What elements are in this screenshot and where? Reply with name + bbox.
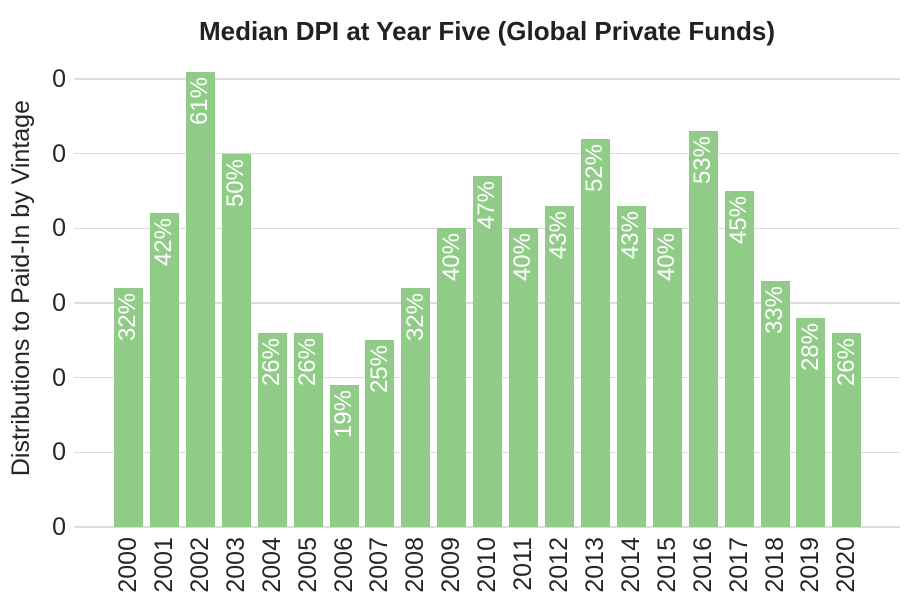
x-tick-label: 2009 <box>436 537 468 593</box>
x-tick-label: 2012 <box>544 537 576 593</box>
x-tick-label: 2017 <box>723 537 755 593</box>
bar-value-label: 32% <box>114 293 142 342</box>
x-tick-label-text: 2010 <box>473 537 502 593</box>
bar-value-label: 47% <box>473 181 501 230</box>
x-tick-label: 2002 <box>184 537 216 593</box>
bar-value-label: 28% <box>796 322 824 371</box>
gridline <box>74 526 900 528</box>
bar-2000: 32% <box>114 288 143 527</box>
x-tick-label-text: 2015 <box>652 537 681 593</box>
bar-value-label: 26% <box>832 337 860 386</box>
x-tick-label: 2001 <box>148 537 180 593</box>
x-tick-label-text: 2013 <box>580 537 609 593</box>
x-tick-label-text: 2020 <box>832 537 861 593</box>
bar-value-label: 33% <box>760 285 788 334</box>
bar-value-label: 52% <box>581 143 609 192</box>
y-tick-label: 0 <box>52 139 66 168</box>
bar-2016: 53% <box>688 131 718 527</box>
y-tick-label: 0 <box>52 214 66 243</box>
bar-value-label: 40% <box>437 233 465 282</box>
bar-value-label: 45% <box>724 195 752 245</box>
x-tick-label-text: 2001 <box>149 537 178 593</box>
x-tick-label: 2015 <box>651 537 683 593</box>
x-tick-label: 2003 <box>220 537 252 593</box>
bar-value-label: 40% <box>653 233 681 282</box>
x-tick-label-text: 2017 <box>724 537 753 593</box>
x-tick-label-text: 2002 <box>185 537 214 593</box>
bar-2017: 45% <box>724 190 754 527</box>
x-tick-label: 2008 <box>400 537 432 593</box>
x-tick-label-text: 2019 <box>796 537 825 593</box>
x-tick-label: 2010 <box>472 537 504 593</box>
bar-2014: 43% <box>616 205 646 527</box>
bar-2002: 61% <box>185 71 215 527</box>
y-tick-label: 0 <box>52 363 66 392</box>
x-tick-label-text: 2009 <box>437 537 466 593</box>
x-tick-label: 2013 <box>579 537 611 593</box>
x-tick-label: 2011 <box>508 537 540 591</box>
bar-2006: 19% <box>329 385 359 527</box>
x-tick-label: 2018 <box>759 537 791 593</box>
bar-2020: 26% <box>832 332 862 527</box>
bar-2019: 28% <box>796 317 826 527</box>
bar-value-label: 19% <box>329 390 357 439</box>
x-tick-label-text: 2014 <box>616 537 645 593</box>
chart-title: Median DPI at Year Five (Global Private … <box>198 16 775 46</box>
bar-value-label: 43% <box>617 210 645 259</box>
x-tick-label-text: 2000 <box>114 537 142 593</box>
y-tick-label: 0 <box>52 64 66 93</box>
bar-value-label: 26% <box>257 337 285 386</box>
bar-2012: 43% <box>545 205 575 527</box>
x-tick-label: 2006 <box>328 537 360 593</box>
bar-value-label: 26% <box>293 337 321 386</box>
bar-2001: 42% <box>149 213 179 527</box>
bar-value-label: 42% <box>150 218 178 267</box>
bar-2005: 26% <box>293 332 323 527</box>
x-tick-label: 2000 <box>113 537 145 593</box>
x-tick-label-text: 2008 <box>401 537 430 593</box>
bar-2013: 52% <box>580 138 610 527</box>
bar-2015: 40% <box>652 228 682 527</box>
x-tick-label-text: 2012 <box>545 537 574 593</box>
bar-2003: 50% <box>221 153 251 527</box>
x-tick-label: 2019 <box>795 537 827 593</box>
x-tick-label: 2004 <box>256 537 288 593</box>
x-tick-label-text: 2018 <box>760 537 789 593</box>
bar-value-label: 25% <box>365 345 393 394</box>
x-tick-label: 2020 <box>831 537 863 593</box>
x-tick-label-text: 2004 <box>257 537 286 593</box>
bar-value-label: 32% <box>401 293 429 342</box>
x-tick-label-text: 2003 <box>221 537 250 593</box>
x-tick-label: 2005 <box>292 537 324 593</box>
bar-2009: 40% <box>437 228 467 527</box>
bar-value-label: 50% <box>222 158 250 207</box>
x-tick-label-text: 2007 <box>365 537 394 593</box>
gridline <box>74 78 900 80</box>
y-tick-label: 0 <box>52 438 66 467</box>
bar-value-label: 61% <box>186 76 214 125</box>
bar-2011: 40% <box>509 228 539 527</box>
x-tick-label-text: 2016 <box>688 537 717 593</box>
x-tick-label-text: 2005 <box>293 537 322 593</box>
x-tick-label-text: 2006 <box>329 537 358 593</box>
y-tick-label: 0 <box>52 288 66 317</box>
x-tick-label: 2007 <box>364 537 396 593</box>
x-tick-label-text: 2011 <box>509 537 538 591</box>
y-tick-label: 0 <box>52 513 66 541</box>
bar-2004: 26% <box>257 332 287 527</box>
bar-2007: 25% <box>365 340 395 527</box>
bar-2008: 32% <box>401 288 431 527</box>
bar-value-label: 43% <box>545 210 573 259</box>
bar-value-label: 40% <box>509 233 537 282</box>
bar-2010: 47% <box>473 176 503 527</box>
x-tick-label: 2014 <box>615 537 647 593</box>
gridline <box>74 152 900 155</box>
x-tick-label: 2016 <box>687 537 719 593</box>
bar-value-label: 53% <box>689 136 717 185</box>
bar-2018: 33% <box>760 280 790 527</box>
